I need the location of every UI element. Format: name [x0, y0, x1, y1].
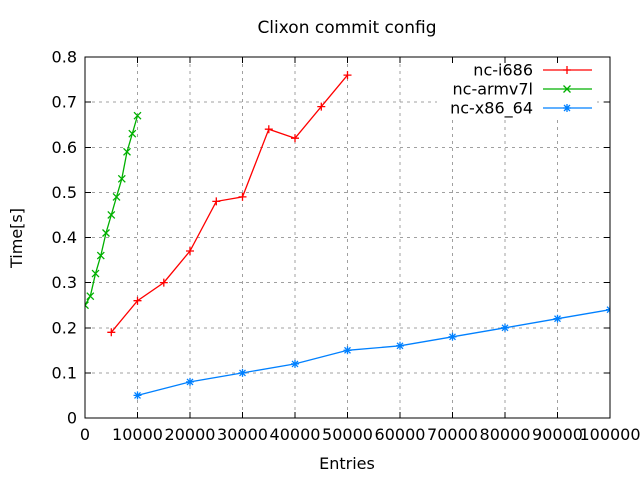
legend-label: nc-x86_64 [450, 99, 533, 119]
x-tick-label: 90000 [532, 425, 583, 444]
x-tick-label: 60000 [375, 425, 426, 444]
x-tick-label: 10000 [112, 425, 163, 444]
series-markers-nc-i686 [107, 71, 352, 337]
series-line-nc-x86_64 [137, 309, 610, 397]
legend-sample-marker [563, 85, 571, 93]
series-markers-nc-armv7l [85, 111, 142, 310]
chart-title: Clixon commit config [257, 18, 436, 38]
legend-sample-marker [563, 104, 571, 112]
y-tick-label: 0.4 [52, 228, 77, 247]
y-tick-label: 0.6 [52, 138, 77, 157]
x-tick-label: 30000 [217, 425, 268, 444]
y-tick-label: 0.7 [52, 93, 77, 112]
x-tick-label: 70000 [427, 425, 478, 444]
series-markers-nc-x86_64 [133, 305, 610, 400]
x-tick-label: 100000 [579, 425, 640, 444]
legend-label: nc-armv7l [453, 80, 534, 99]
x-axis-title: Entries [319, 454, 375, 473]
series-line-nc-i686 [110, 74, 348, 333]
y-tick-label: 0.2 [52, 318, 77, 337]
x-tick-label: 0 [80, 425, 90, 444]
y-tick-label: 0.1 [52, 363, 77, 382]
y-tick-label: 0 [67, 409, 77, 428]
x-tick-label: 40000 [270, 425, 321, 444]
y-tick-label: 0.3 [52, 273, 77, 292]
series-layer [85, 71, 610, 400]
legend-sample-marker [563, 66, 571, 74]
x-tick-label: 50000 [322, 425, 373, 444]
x-tick-label: 80000 [480, 425, 531, 444]
y-tick-label: 0.5 [52, 183, 77, 202]
axes-and-ticks [84, 56, 611, 419]
y-tick-label: 0.8 [52, 48, 77, 67]
x-tick-label: 20000 [165, 425, 216, 444]
y-axis-title: Time[s] [7, 208, 26, 269]
legend-label: nc-i686 [473, 61, 533, 80]
tick-labels: 0 10000 20000 30000 40000 50000 60000 70000 8000… [52, 48, 640, 445]
